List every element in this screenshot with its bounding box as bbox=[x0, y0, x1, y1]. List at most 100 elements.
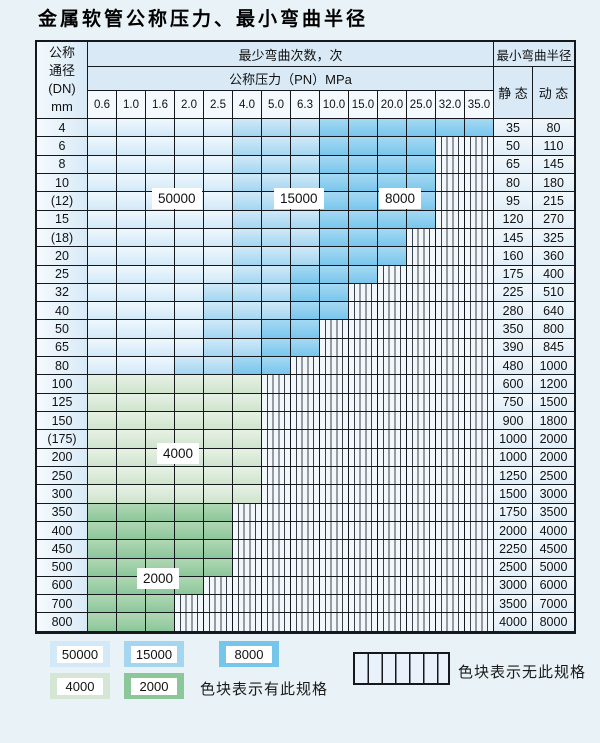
no-spec-cell bbox=[378, 485, 407, 504]
spec-zone-cell bbox=[175, 558, 204, 577]
spec-zone-cell bbox=[88, 320, 117, 339]
no-spec-cell bbox=[349, 485, 378, 504]
no-spec-cell bbox=[320, 357, 349, 376]
table-row: 500 2500 5000 bbox=[37, 558, 574, 577]
spec-zone-cell bbox=[233, 485, 262, 504]
dynamic-radius-cell: 1500 bbox=[533, 393, 574, 412]
spec-zone-cell bbox=[320, 247, 349, 266]
no-spec-cell bbox=[465, 448, 494, 467]
spec-zone-cell bbox=[88, 430, 117, 449]
spec-zone-cell bbox=[204, 173, 233, 193]
no-spec-cell bbox=[320, 613, 349, 632]
pressure-column-header: 2.5 bbox=[204, 91, 233, 119]
spec-zone-cell bbox=[204, 412, 233, 431]
dn-cell: 400 bbox=[37, 521, 88, 541]
spec-zone-cell bbox=[146, 119, 175, 138]
spec-zone-cell bbox=[88, 503, 117, 522]
spec-zone-cell bbox=[204, 357, 233, 376]
spec-zone-cell bbox=[88, 338, 117, 358]
spec-zone-cell bbox=[407, 173, 436, 193]
spec-zone-cell bbox=[204, 155, 233, 174]
dynamic-radius-cell: 3000 bbox=[533, 485, 574, 504]
spec-zone-cell bbox=[262, 302, 291, 321]
spec-zone-cell bbox=[88, 210, 117, 229]
no-spec-cell bbox=[349, 503, 378, 522]
no-spec-cell bbox=[320, 430, 349, 449]
no-spec-cell bbox=[436, 412, 465, 431]
dn-cell: (175) bbox=[37, 430, 88, 449]
static-radius-cell: 4000 bbox=[494, 613, 533, 632]
dynamic-radius-cell: 325 bbox=[533, 228, 574, 248]
table-row: 10 80 180 bbox=[37, 173, 574, 193]
pressure-column-header: 6.3 bbox=[291, 91, 320, 119]
legend-has-spec-text: 色块表示有此规格 bbox=[200, 681, 329, 698]
legend-row-blue: 50000 15000 8000 bbox=[50, 641, 279, 667]
no-spec-cell bbox=[407, 540, 436, 559]
spec-zone-cell bbox=[117, 192, 146, 211]
spec-zone-cell bbox=[378, 119, 407, 138]
spec-zone-cell bbox=[262, 283, 291, 303]
spec-zone-cell bbox=[88, 613, 117, 632]
spec-zone-cell bbox=[233, 393, 262, 412]
no-spec-cell bbox=[378, 540, 407, 559]
spec-zone-cell bbox=[175, 228, 204, 248]
table-body: 4 35 80 6 50 110 8 65 145 10 80 180 (12) 95 215 15 120 27… bbox=[37, 119, 574, 632]
spec-zone-cell bbox=[88, 228, 117, 248]
no-spec-cell bbox=[407, 521, 436, 541]
no-spec-cell bbox=[262, 430, 291, 449]
spec-zone-cell bbox=[378, 155, 407, 174]
no-spec-cell bbox=[378, 375, 407, 394]
spec-zone-cell bbox=[233, 283, 262, 303]
dn-cell: 20 bbox=[37, 247, 88, 266]
no-spec-cell bbox=[349, 393, 378, 412]
no-spec-cell bbox=[349, 613, 378, 632]
dynamic-radius-cell: 2000 bbox=[533, 448, 574, 467]
no-spec-cell bbox=[465, 503, 494, 522]
dynamic-radius-cell: 3500 bbox=[533, 503, 574, 522]
dn-cell: 300 bbox=[37, 485, 88, 504]
spec-zone-cell bbox=[320, 283, 349, 303]
no-spec-cell bbox=[465, 155, 494, 174]
spec-zone-cell bbox=[262, 320, 291, 339]
no-spec-cell bbox=[407, 448, 436, 467]
no-spec-cell bbox=[465, 338, 494, 358]
table-row: 250 1250 2500 bbox=[37, 466, 574, 486]
no-spec-cell bbox=[291, 393, 320, 412]
no-spec-cell bbox=[407, 558, 436, 577]
spec-zone-cell bbox=[117, 521, 146, 541]
spec-zone-cell bbox=[291, 247, 320, 266]
legend-swatch-15000: 15000 bbox=[124, 641, 184, 667]
spec-zone-cell bbox=[233, 155, 262, 174]
static-radius-cell: 2000 bbox=[494, 521, 533, 541]
no-spec-cell bbox=[262, 521, 291, 541]
no-spec-cell bbox=[465, 540, 494, 559]
no-spec-cell bbox=[349, 375, 378, 394]
dynamic-radius-cell: 400 bbox=[533, 265, 574, 284]
no-spec-cell bbox=[378, 576, 407, 596]
spec-zone-cell bbox=[291, 265, 320, 284]
no-spec-cell bbox=[349, 412, 378, 431]
spec-zone-cell bbox=[262, 210, 291, 229]
legend-swatch-2000: 2000 bbox=[124, 673, 184, 699]
no-spec-cell bbox=[291, 558, 320, 577]
static-radius-cell: 280 bbox=[494, 302, 533, 321]
spec-zone-cell bbox=[88, 412, 117, 431]
spec-zone-cell bbox=[117, 430, 146, 449]
spec-zone-cell bbox=[378, 247, 407, 266]
no-spec-cell bbox=[465, 521, 494, 541]
legend-swatch-label: 2000 bbox=[131, 677, 177, 695]
spec-zone-cell bbox=[204, 192, 233, 211]
no-spec-cell bbox=[291, 576, 320, 596]
no-spec-cell bbox=[175, 595, 204, 614]
no-spec-cell bbox=[436, 247, 465, 266]
dn-cell: 32 bbox=[37, 283, 88, 303]
static-radius-cell: 175 bbox=[494, 265, 533, 284]
no-spec-cell bbox=[349, 320, 378, 339]
spec-zone-cell bbox=[349, 192, 378, 211]
spec-zone-cell bbox=[88, 302, 117, 321]
spec-zone-cell bbox=[291, 210, 320, 229]
header-dn-line2: 通径 bbox=[48, 63, 75, 78]
spec-zone-cell bbox=[117, 320, 146, 339]
spec-zone-cell bbox=[175, 210, 204, 229]
header-dn: 公称 通径 (DN) mm bbox=[37, 42, 88, 119]
